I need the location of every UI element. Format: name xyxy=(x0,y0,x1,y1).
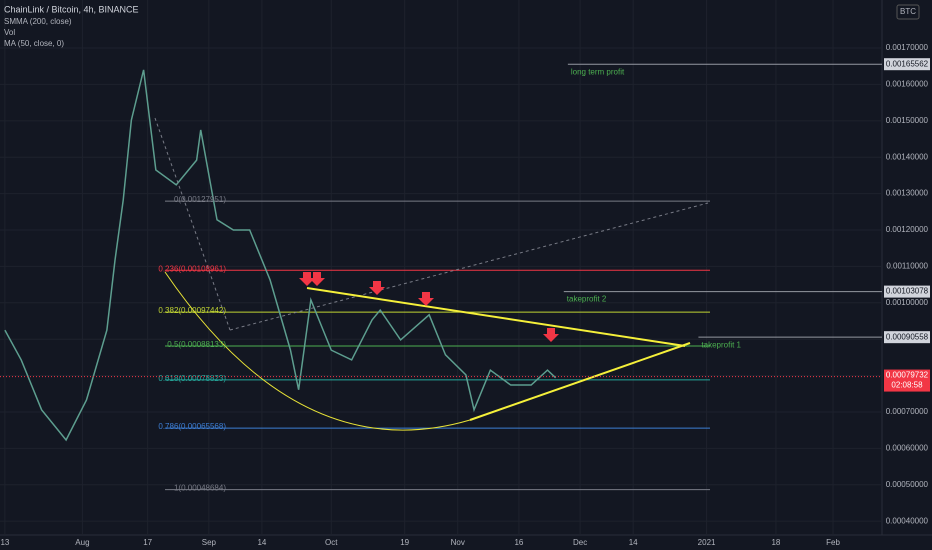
arrow xyxy=(543,328,559,342)
trendline xyxy=(306,287,686,347)
trendline xyxy=(469,342,691,421)
x-tick-label: Nov xyxy=(451,538,465,547)
indicator: SMMA (200, close) xyxy=(4,17,72,26)
title: ChainLink / Bitcoin, 4h, BINANCE xyxy=(4,4,139,14)
target-label: long term profit xyxy=(571,67,625,76)
y-tick-label: 0.00170000 xyxy=(886,43,929,52)
x-tick-label: Feb xyxy=(826,538,840,547)
fib-label: 1(0.00048684) xyxy=(174,484,226,493)
arrow xyxy=(369,281,385,295)
x-tick-label: 16 xyxy=(514,538,523,547)
price-line xyxy=(4,69,557,442)
fib-label: 0.236(0.00108961) xyxy=(158,264,226,273)
x-tick-label: Sep xyxy=(202,538,217,547)
x-tick-label: 2021 xyxy=(698,538,716,547)
y-tick-label: 0.00070000 xyxy=(886,407,929,416)
x-tick-label: 18 xyxy=(771,538,780,547)
y-tick-label: 0.00130000 xyxy=(886,189,929,198)
price-tag xyxy=(884,58,930,71)
x-tick-label: 14 xyxy=(629,538,638,547)
fib-trend xyxy=(229,202,709,331)
fib-label: 0.786(0.00065568) xyxy=(158,422,226,431)
indicator: Vol xyxy=(4,28,15,37)
fib-label: 0.5(0.00088133) xyxy=(167,340,226,349)
y-tick-label: 0.00100000 xyxy=(886,298,929,307)
y-tick-label: 0.00140000 xyxy=(886,152,929,161)
x-tick-label: Oct xyxy=(325,538,338,547)
indicator: MA (50, close, 0) xyxy=(4,39,64,48)
drawings xyxy=(154,117,709,431)
x-tick-label: 17 xyxy=(143,538,152,547)
countdown: 02:08:58 xyxy=(891,381,923,390)
x-tick-label: Dec xyxy=(573,538,587,547)
price-tag xyxy=(884,369,930,392)
arrow xyxy=(418,292,434,306)
arrow xyxy=(299,272,315,286)
x-tick-label: 13 xyxy=(0,538,9,547)
y-tick-label: 0.00040000 xyxy=(886,516,929,525)
y-tick-label: 0.00120000 xyxy=(886,225,929,234)
arrows xyxy=(299,272,559,342)
price-tag-label: 0.00090558 xyxy=(886,332,929,341)
arrow xyxy=(309,272,325,286)
price-tag-label: 0.00165562 xyxy=(886,59,929,68)
target-label: takeprofit 1 xyxy=(701,340,741,349)
currency[interactable]: BTC xyxy=(900,7,916,16)
y-tick-label: 0.00150000 xyxy=(886,116,929,125)
price-tag xyxy=(884,331,930,344)
arc xyxy=(164,271,471,431)
currency-box[interactable] xyxy=(896,4,920,20)
target-label: takeprofit 2 xyxy=(567,295,607,304)
y-tick-label: 0.00060000 xyxy=(886,443,929,452)
y-tick-label: 0.00160000 xyxy=(886,80,929,89)
price-tag-label: 0.00103078 xyxy=(886,287,929,296)
x-tick-label: 14 xyxy=(257,538,266,547)
x-tick-label: 19 xyxy=(400,538,409,547)
fib-label: 0.618(0.00078823) xyxy=(158,374,226,383)
fib-label: 0.382(0.00097442) xyxy=(158,306,226,315)
y-tick-label: 0.00110000 xyxy=(886,262,928,271)
y-tick-label: 0.00050000 xyxy=(886,480,929,489)
fib-trend xyxy=(154,117,231,331)
x-tick-label: Aug xyxy=(75,538,89,547)
price-tag xyxy=(884,285,930,298)
last-price-label: 0.00079732 xyxy=(886,371,929,380)
fib-label: 0(0.00127951) xyxy=(174,195,226,204)
